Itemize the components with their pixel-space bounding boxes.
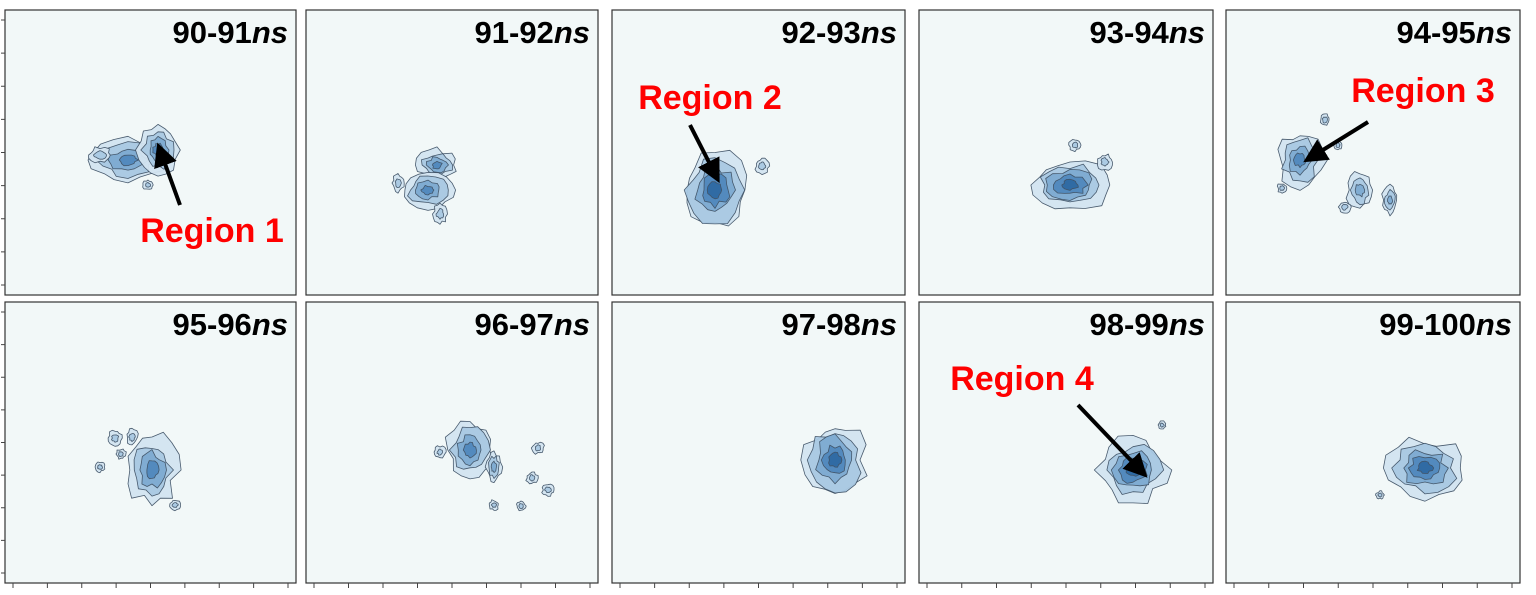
panel-range: 96-97 (475, 307, 554, 342)
density-contour (1322, 116, 1328, 124)
density-contour (171, 502, 179, 508)
panel-range: 91-92 (475, 15, 554, 50)
density-contour (828, 451, 843, 468)
panel-title: 90-91ns (173, 15, 288, 50)
annotation-arrow (1303, 120, 1370, 163)
density-contour (1159, 422, 1165, 428)
density-contour (97, 464, 103, 470)
annotation-label: Region 3 (1351, 72, 1495, 110)
panel-unit: ns (1169, 15, 1205, 50)
panel-unit: ns (554, 307, 590, 342)
panel (305, 9, 599, 296)
density-contour (1293, 152, 1306, 168)
panel-range: 95-96 (173, 307, 252, 342)
annotation-arrow (154, 142, 182, 206)
panel-title: 98-99ns (1090, 307, 1205, 342)
panel-title: 97-98ns (782, 307, 897, 342)
density-contour (1100, 157, 1110, 167)
panel-unit: ns (1476, 307, 1512, 342)
annotation-label: Region 4 (950, 360, 1094, 398)
panel-range: 94-95 (1397, 15, 1476, 50)
panel-title: 91-92ns (475, 15, 590, 50)
panel-title: 93-94ns (1090, 15, 1205, 50)
panel-range: 90-91 (173, 15, 252, 50)
density-contour (1377, 492, 1383, 498)
annotation-arrow (688, 124, 720, 184)
panel-unit: ns (1476, 15, 1512, 50)
density-contour (1341, 203, 1349, 211)
density-contour (118, 154, 139, 167)
density-contour (128, 433, 136, 442)
panel (1225, 301, 1521, 584)
panel-unit: ns (861, 15, 897, 50)
density-contour (518, 503, 524, 509)
density-contour (490, 460, 498, 473)
panel-range: 93-94 (1090, 15, 1170, 50)
panel-title: 94-95ns (1397, 15, 1512, 50)
panel-unit: ns (252, 307, 288, 342)
density-contour (706, 181, 723, 200)
panel-range: 97-98 (782, 307, 861, 342)
panel-unit: ns (252, 15, 288, 50)
density-contour (93, 150, 107, 160)
panel (918, 301, 1214, 584)
panel-range: 99-100 (1379, 307, 1476, 342)
density-contour (1387, 195, 1393, 205)
density-contour (435, 208, 444, 220)
panel-unit: ns (861, 307, 897, 342)
density-contour (1354, 183, 1366, 198)
density-contour (1416, 460, 1435, 474)
panel-title: 95-96ns (173, 307, 288, 342)
annotation-label: Region 2 (638, 79, 782, 117)
panel-range: 98-99 (1090, 307, 1169, 342)
density-contour (1072, 141, 1079, 149)
density-contour (1335, 142, 1341, 148)
panel-range: 92-93 (782, 15, 861, 50)
density-contour (432, 160, 443, 170)
density-contour (436, 448, 443, 456)
density-contour (1279, 185, 1285, 191)
density-contour (758, 161, 767, 171)
panel-unit: ns (1169, 307, 1205, 342)
panel-title: 92-93ns (782, 15, 897, 50)
panel-title: 96-97ns (475, 307, 590, 342)
density-contour (111, 434, 120, 443)
panel-title: 99-100ns (1379, 307, 1512, 342)
density-contour (118, 451, 124, 457)
density-contour (146, 460, 160, 480)
density-contour (544, 486, 552, 493)
density-contour (529, 474, 536, 482)
panel (918, 9, 1214, 296)
annotation-arrow (1076, 403, 1148, 478)
density-contour (420, 185, 435, 196)
density-contour (1061, 178, 1079, 191)
density-contour (394, 178, 402, 188)
density-contour (462, 441, 477, 459)
density-contour (490, 502, 497, 508)
panel-unit: ns (554, 15, 590, 50)
annotation-label: Region 1 (140, 212, 284, 250)
panel (1225, 9, 1521, 296)
panel (611, 9, 906, 296)
density-contour (145, 182, 151, 188)
density-contour (534, 444, 541, 452)
